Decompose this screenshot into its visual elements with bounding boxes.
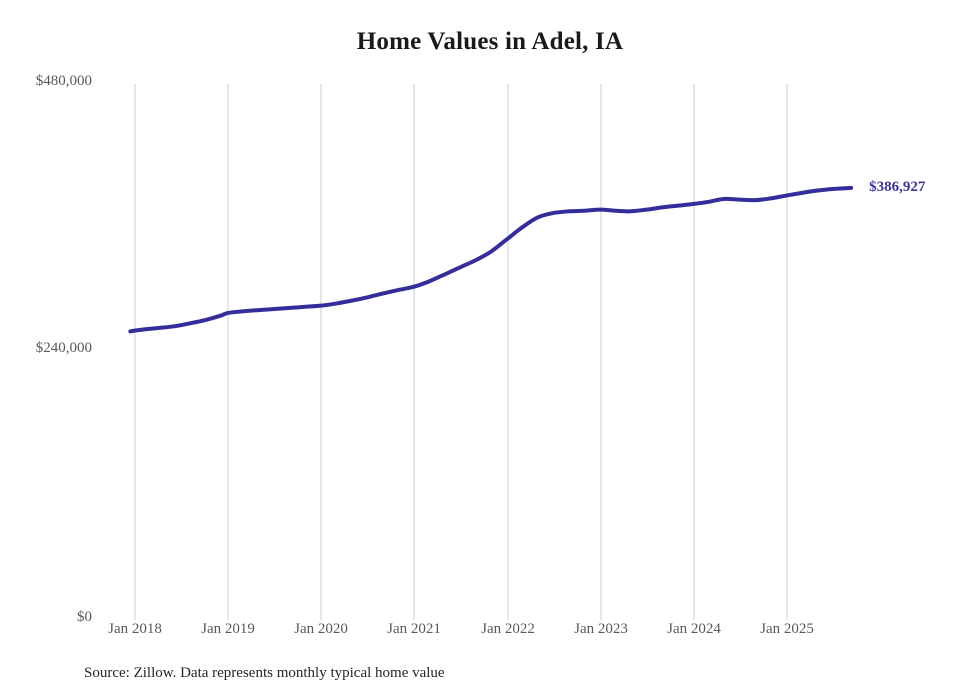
x-axis-tick-jan-2019: Jan 2019 [201, 621, 255, 637]
x-axis-tick-jan-2025: Jan 2025 [760, 621, 814, 637]
y-axis-tick-240000: $240,000 [35, 340, 92, 356]
y-axis-tick-0: $0 [77, 609, 92, 625]
x-axis-tick-jan-2020: Jan 2020 [294, 621, 348, 637]
x-axis-tick-jan-2021: Jan 2021 [387, 621, 441, 637]
y-axis-tick-480000: $480,000 [35, 73, 92, 89]
data-line-typical-home-value [128, 185, 854, 334]
gridlines [134, 84, 788, 620]
x-axis-tick-jan-2024: Jan 2024 [667, 621, 721, 637]
x-axis-tick-jan-2022: Jan 2022 [481, 621, 535, 637]
x-axis-tick-jan-2023: Jan 2023 [574, 621, 628, 637]
x-axis-tick-jan-2018: Jan 2018 [108, 621, 162, 637]
last-value-annotation: $386,927 [869, 178, 926, 195]
source-footnote: Source: Zillow. Data represents monthly … [84, 665, 445, 681]
chart-title: Home Values in Adel, IA [356, 28, 624, 55]
